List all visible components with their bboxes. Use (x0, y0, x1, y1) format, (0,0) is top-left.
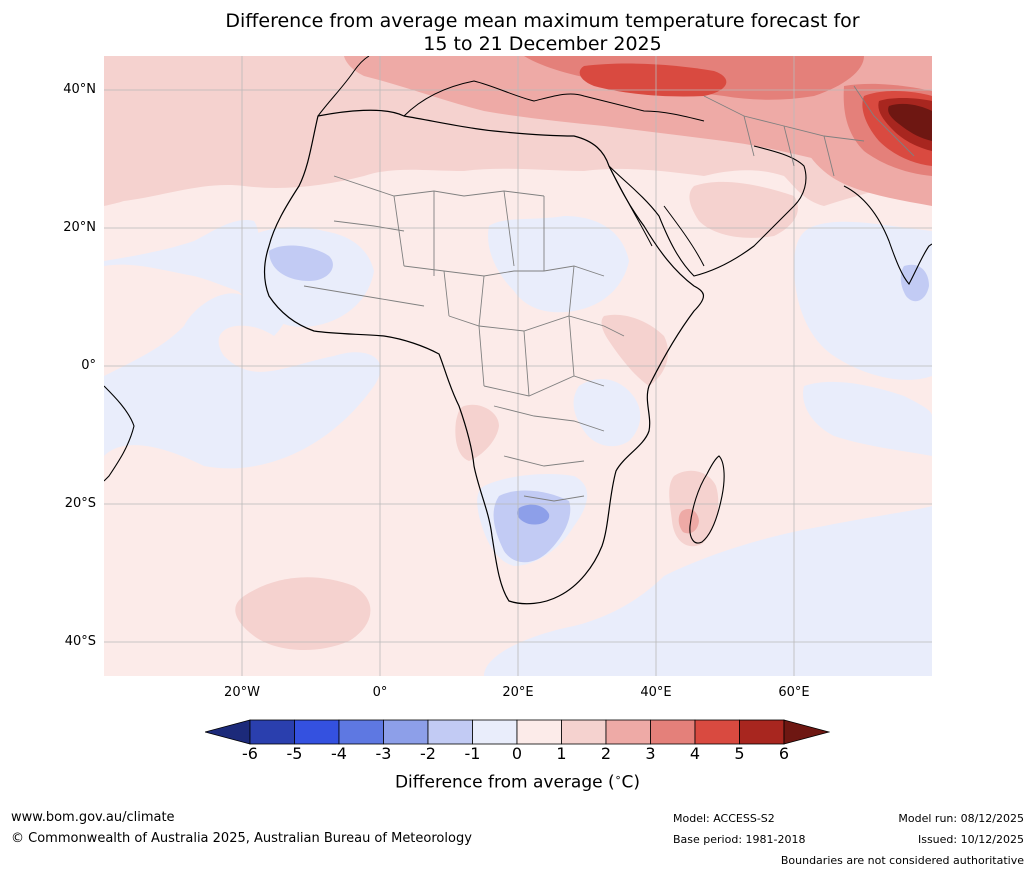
india-coastline (843, 185, 932, 285)
anomaly-madagascar-core (678, 509, 699, 534)
anomaly-angola-warm (455, 404, 499, 461)
colorbar-tick-label: -1 (464, 744, 481, 763)
red-sea-coastline (608, 165, 705, 267)
anomaly-east-africa-cool (573, 379, 641, 447)
anomaly-arabia-warm (689, 181, 798, 238)
colorbar-extend-min (205, 719, 251, 745)
anomaly-black-sea-warm (579, 63, 727, 97)
footer-base-period: Base period: 1981-2018 (673, 833, 806, 846)
lat-label-0: 0° (81, 358, 96, 373)
colorbar-swatch (739, 719, 785, 745)
lon-label-20e: 20°E (502, 685, 534, 700)
south-america-coastline (104, 385, 135, 482)
footer-issued: Issued: 10/12/2025 (917, 833, 1024, 846)
lat-label-40n: 40°N (63, 82, 96, 97)
colorbar-tick-label: 6 (778, 744, 790, 763)
footer-url[interactable]: www.bom.gov.au/climate (11, 810, 175, 825)
colorbar-unit: C) (621, 772, 641, 793)
country-borders (303, 85, 915, 502)
anomaly-southern-ocean-cool (484, 506, 932, 676)
lon-label-0: 0° (372, 685, 388, 700)
madagascar-coastline (689, 455, 725, 544)
colorbar-label: Difference from average ( (394, 772, 615, 793)
anomaly-arabian-sea-cool (803, 381, 932, 456)
anomaly-sahel-core (269, 245, 333, 281)
map-title: Difference from average mean maximum tem… (0, 10, 1035, 56)
colorbar-tick-label: -5 (286, 744, 303, 763)
colorbar-tick-label: -6 (242, 744, 258, 763)
colorbar-tick-label: 3 (645, 744, 656, 763)
colorbar-swatch (605, 719, 651, 745)
colorbar-swatch (472, 719, 518, 745)
anomaly-southern-africa-minimum (517, 504, 550, 525)
lat-label-20s: 20°S (64, 496, 96, 511)
anomaly-sudan-cool (488, 216, 629, 313)
colorbar-tick-label: 5 (734, 744, 745, 763)
colorbar-swatch (383, 719, 429, 745)
footer-model: Model: ACCESS-S2 (673, 812, 775, 825)
anomaly-south-atlantic-warm (235, 577, 371, 651)
lon-label-20w: 20°W (224, 685, 260, 700)
colorbar-swatch (249, 719, 295, 745)
colorbar-title: Difference from average (∘C) (0, 771, 1035, 793)
title-line-2: 15 to 21 December 2025 (423, 33, 662, 55)
lon-label-60e: 60°E (778, 685, 810, 700)
lat-label-20n: 20°N (63, 220, 96, 235)
lon-label-40e: 40°E (640, 685, 672, 700)
graticule (104, 56, 932, 676)
colorbar-tick-label: 2 (600, 744, 612, 763)
colorbar-tick-label: -3 (375, 744, 392, 763)
colorbar-swatch (338, 719, 384, 745)
colorbar-swatch (294, 719, 340, 745)
footer-copyright: © Commonwealth of Australia 2025, Austra… (11, 831, 472, 846)
anomaly-india-cool (900, 264, 929, 302)
colorbar-swatch (561, 719, 607, 745)
degree-symbol: ∘ (614, 771, 622, 784)
colorbar-tick-label: 1 (556, 744, 567, 763)
anomaly-southern-africa-core (493, 490, 571, 563)
forecast-map (104, 56, 932, 676)
colorbar-tick-label: 0 (511, 744, 523, 763)
colorbar-tick-label: 4 (689, 744, 701, 763)
colorbar-tick-label: -4 (331, 744, 347, 763)
anomaly-extreme (888, 103, 932, 141)
anomaly-horn-warm (601, 314, 669, 386)
lat-label-40s: 40°S (64, 634, 96, 649)
colorbar-swatch (427, 719, 473, 745)
colorbar-swatch (516, 719, 562, 745)
africa-coastline (263, 109, 704, 605)
colorbar (205, 719, 830, 745)
colorbar-swatch (694, 719, 740, 745)
arabia-coastline (608, 145, 807, 277)
colorbar-swatch (650, 719, 696, 745)
footer-disclaimer: Boundaries are not considered authoritat… (780, 854, 1024, 867)
colorbar-tick-label: -2 (420, 744, 436, 763)
europe-coastline (317, 56, 705, 122)
title-line-1: Difference from average mean maximum tem… (225, 10, 860, 32)
colorbar-extend-max (783, 719, 830, 745)
anomaly-indian-ocean-cool (794, 221, 932, 380)
footer-model-run: Model run: 08/12/2025 (898, 812, 1024, 825)
